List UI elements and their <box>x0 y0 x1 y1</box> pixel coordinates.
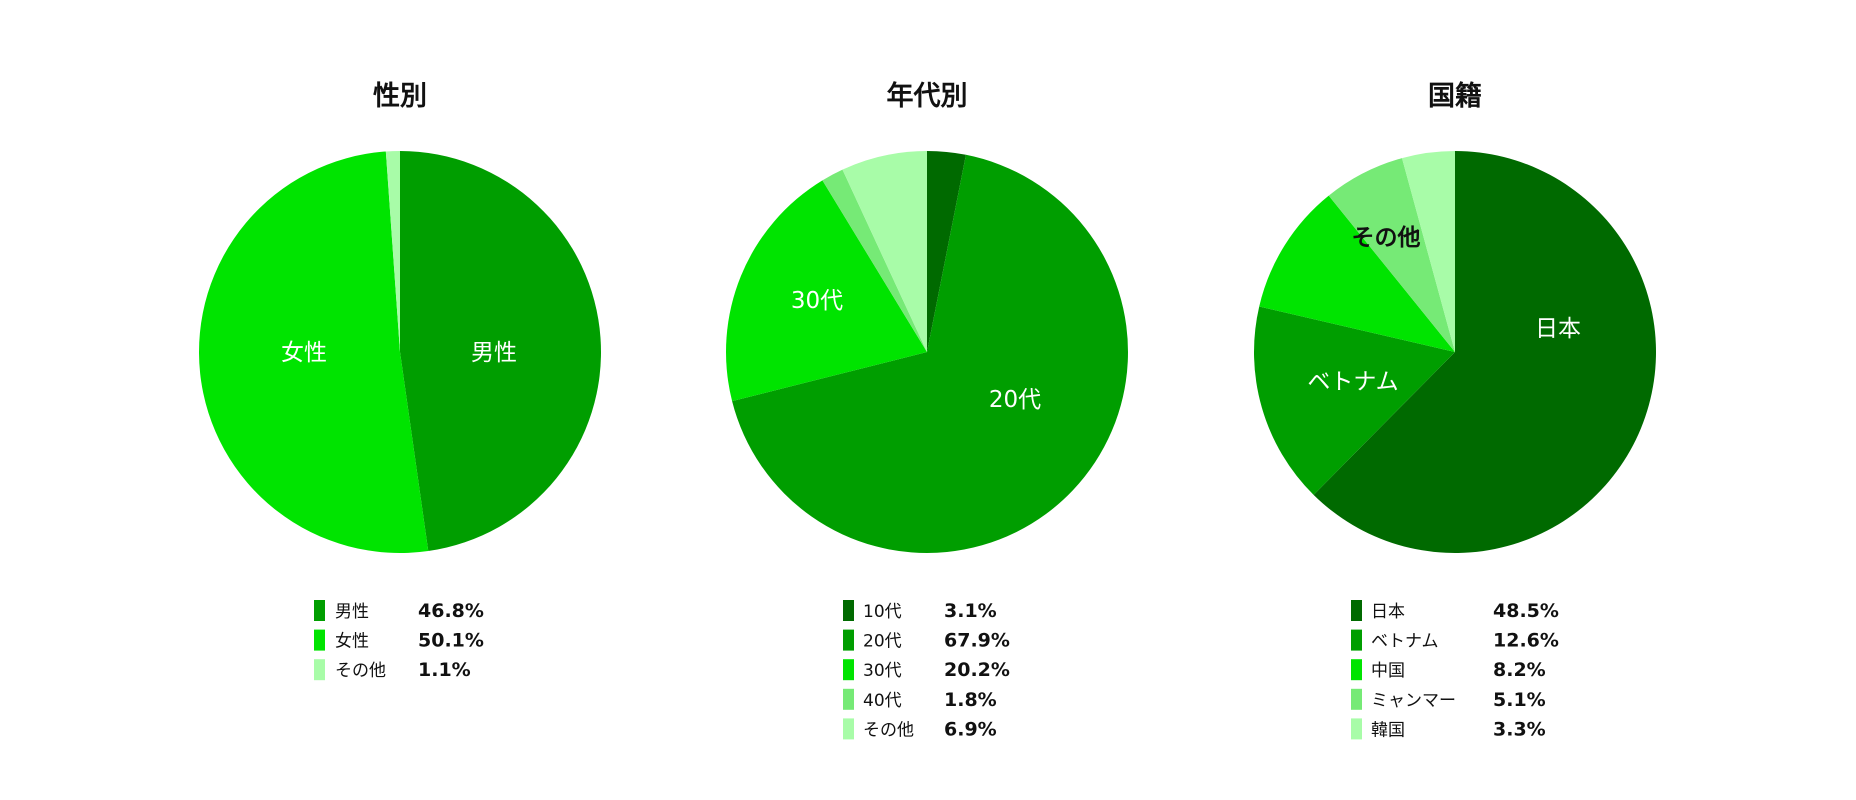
legend-label: その他 <box>335 661 386 681</box>
pie-slice-5 <box>1401 151 1455 352</box>
legend-value: 48.5% <box>1493 600 1559 622</box>
slice-label: ベトナム <box>1307 369 1398 395</box>
legend-value: 46.8% <box>418 600 484 622</box>
legend-value: 6.9% <box>944 718 997 740</box>
legend-value: 8.2% <box>1493 659 1546 681</box>
legend-swatch <box>314 600 325 621</box>
legend-label: 中国 <box>1371 661 1405 681</box>
slice-label: 30代 <box>791 288 843 314</box>
legend-label: ベトナム <box>1371 632 1439 652</box>
legend-value: 1.1% <box>418 659 471 681</box>
legend-value: 20.2% <box>944 659 1010 681</box>
legend-swatch <box>1351 718 1362 740</box>
legend-label: 韓国 <box>1371 720 1405 740</box>
legend-swatch <box>1351 600 1362 621</box>
legend-swatch <box>843 629 854 651</box>
legend-label: その他 <box>863 720 914 740</box>
chart-title: 性別 <box>373 81 427 112</box>
slice-label: 20代 <box>989 387 1041 413</box>
pie-slice-2 <box>1254 306 1455 495</box>
slice-label: その他 <box>1352 225 1421 251</box>
legend-swatch <box>314 659 325 681</box>
legend-value: 3.1% <box>944 600 997 622</box>
slice-label: 男性 <box>471 340 517 366</box>
legend-swatch <box>1351 629 1362 651</box>
legend-label: 日本 <box>1371 602 1405 622</box>
pie-slice-5 <box>842 151 927 352</box>
legend-swatch <box>1351 659 1362 681</box>
pie-slice-2 <box>732 154 1129 554</box>
legend-value: 1.8% <box>944 689 997 711</box>
pie-slice-1 <box>400 151 601 552</box>
legend-label: 30代 <box>863 661 902 681</box>
legend-value: 12.6% <box>1493 630 1559 652</box>
legend-value: 5.1% <box>1493 689 1546 711</box>
pie-slice-3 <box>385 151 400 352</box>
legend-label: 20代 <box>863 632 902 652</box>
legend-swatch <box>843 718 854 740</box>
legend-swatch <box>843 659 854 681</box>
legend-label: 男性 <box>335 602 369 622</box>
legend-value: 3.3% <box>1493 718 1546 740</box>
slice-label: 女性 <box>281 340 327 366</box>
pie-slice-4 <box>1328 158 1455 352</box>
legend-swatch <box>843 688 854 710</box>
legend-label: 10代 <box>863 602 902 622</box>
legend-swatch <box>314 629 325 651</box>
pie-slice-1 <box>1313 151 1657 554</box>
legend-swatch <box>1351 688 1362 710</box>
pie-slice-4 <box>822 169 927 352</box>
legend-swatch <box>843 600 854 621</box>
chart-title: 国籍 <box>1428 80 1482 112</box>
pie-slice-2 <box>199 151 429 553</box>
legend-value: 67.9% <box>944 630 1010 652</box>
legend-label: 40代 <box>863 691 902 711</box>
legend-value: 50.1% <box>418 630 484 652</box>
chart-title: 年代別 <box>887 80 968 112</box>
slice-label: 日本 <box>1535 316 1581 342</box>
pie-slice-1 <box>927 151 966 352</box>
legend-label: ミャンマー <box>1371 691 1456 711</box>
pie-slice-3 <box>1259 195 1455 352</box>
legend-label: 女性 <box>335 632 369 652</box>
pie-slice-3 <box>725 180 927 402</box>
